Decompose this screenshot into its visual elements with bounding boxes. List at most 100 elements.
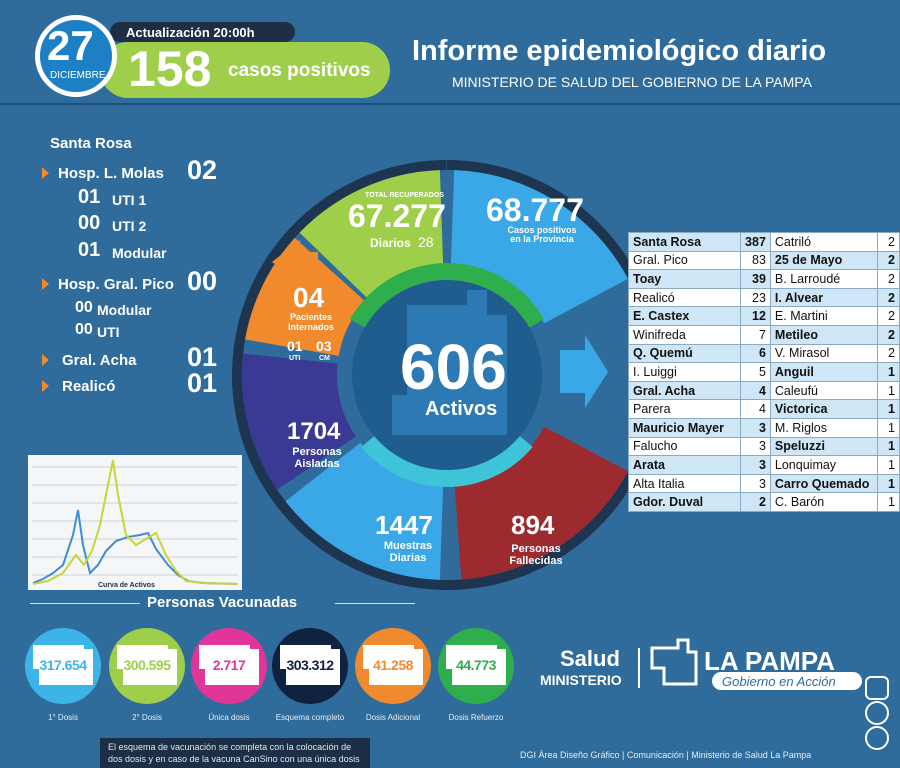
table-row: Gdor. Duval 2 C. Barón 1	[628, 492, 900, 512]
vacc-label: Esquema completo	[275, 713, 345, 722]
hospital-city: Santa Rosa	[50, 135, 132, 152]
city-name: Winifreda	[628, 324, 741, 345]
vacc-map	[363, 645, 423, 685]
recovered-daily-label: Diarios	[370, 236, 411, 250]
vacc-map	[33, 645, 93, 685]
inner-ring-green	[350, 263, 544, 328]
active-label: Activos	[425, 398, 498, 420]
instagram-icon[interactable]	[865, 676, 889, 700]
date-day: 27	[47, 22, 94, 69]
update-time: Actualización 20:00h	[126, 25, 255, 40]
hospital-value: 01	[187, 342, 218, 372]
city-value: 1	[877, 436, 900, 457]
city-name: 25 de Mayo	[769, 250, 879, 271]
hospital-name: Hosp. Gral. Pico	[58, 276, 174, 293]
vacc-label: 2° Dosis	[132, 713, 162, 722]
city-value: 2	[739, 492, 771, 512]
city-table: Santa Rosa 387 Catriló 2 Gral. Pico 83 25 de M…	[628, 232, 900, 512]
date-badge	[35, 15, 117, 97]
arrow	[42, 380, 49, 392]
logo-province: LA PAMPA	[704, 646, 835, 676]
city-value: 83	[739, 250, 771, 271]
city-value: 1	[877, 399, 900, 419]
hospitalized-uti: 01	[287, 338, 303, 354]
city-value: 2	[877, 287, 900, 308]
isolated-label: Personas Aisladas	[292, 446, 342, 470]
hospital-name: Realicó	[62, 378, 116, 395]
vacc-map	[446, 645, 506, 685]
logo-divider	[638, 648, 640, 688]
table-row: Realicó 23 I. Alvear 2	[628, 287, 900, 308]
twitter-icon[interactable]	[865, 726, 889, 750]
hospital-value: 02	[187, 155, 218, 185]
header-rule	[0, 103, 900, 105]
city-name: Q. Quemú	[628, 343, 741, 364]
date-month: DICIEMBRE	[50, 70, 106, 81]
city-name: Speluzzi	[769, 436, 879, 457]
city-value: 2	[877, 324, 900, 345]
city-value: 39	[739, 269, 771, 289]
table-row: Winifreda 7 Metileo 2	[628, 324, 900, 345]
city-value: 1	[877, 455, 900, 475]
sub-name: Modular	[112, 245, 167, 261]
city-name: Metileo	[769, 324, 879, 345]
hospitalized-label: Pacientes Internados	[287, 312, 334, 332]
cases-label: casos positivos	[228, 60, 371, 81]
city-name: Falucho	[628, 436, 741, 457]
inner-ring-teal	[361, 436, 533, 488]
table-row: E. Castex 12 E. Martini 2	[628, 306, 900, 326]
city-value: 2	[877, 306, 900, 326]
city-value: 5	[739, 362, 771, 382]
city-name: M. Riglos	[769, 417, 879, 438]
title: Informe epidemiológico diario	[412, 35, 827, 67]
city-value: 1	[877, 417, 900, 438]
curve-line-green	[32, 459, 239, 585]
vacc-label: Única dosis	[208, 713, 250, 722]
sub-name: UTI	[97, 324, 120, 340]
city-name: Gral. Pico	[628, 250, 741, 271]
table-row: I. Luiggi 5 Anguil 1	[628, 362, 900, 382]
city-name: Santa Rosa	[628, 232, 741, 252]
table-row: Gral. Pico 83 25 de Mayo 2	[628, 250, 900, 271]
curve-chart	[28, 455, 242, 590]
vacc-value: 2.717	[212, 657, 246, 673]
table-row: Arata 3 Lonquimay 1	[628, 455, 900, 475]
positive-value: 68.777	[486, 192, 584, 228]
vacc-note: El esquema de vacunación se completa con…	[108, 742, 360, 764]
city-name: Mauricio Mayer	[628, 417, 741, 438]
vacc-rule-right	[335, 603, 415, 604]
city-name: Anguil	[769, 362, 879, 382]
credit: DGI Área Diseño Gráfico | Comunicación |…	[520, 750, 812, 760]
wheel-segment	[245, 237, 366, 356]
city-value: 1	[877, 380, 900, 401]
wheel-segment	[454, 426, 629, 580]
city-name: I. Alvear	[769, 287, 879, 308]
city-name: Victorica	[769, 399, 879, 419]
sub-value: 00	[75, 299, 93, 316]
city-value: 7	[739, 324, 771, 345]
city-value: 2	[877, 232, 900, 252]
vacc-value: 300.595	[123, 657, 171, 673]
table-row: Gral. Acha 4 Caleufú 1	[628, 380, 900, 401]
note-box	[100, 738, 370, 768]
city-value: 3	[739, 417, 771, 438]
city-value: 1	[877, 362, 900, 382]
isolated-value: 1704	[287, 418, 341, 445]
table-row: Falucho 3 Speluzzi 1	[628, 436, 900, 457]
city-name: Realicó	[628, 287, 741, 308]
city-name: Arata	[628, 455, 741, 475]
city-value: 6	[739, 343, 771, 364]
sub-name: UTI 2	[112, 218, 147, 234]
hospital-value: 01	[187, 368, 218, 398]
vacc-map	[280, 645, 340, 685]
facebook-icon[interactable]	[865, 701, 889, 725]
center-map	[392, 290, 507, 435]
city-name: E. Martini	[769, 306, 879, 326]
recovered-label: TOTAL RECUPERADOS	[365, 192, 444, 199]
sub-value: 00	[75, 321, 93, 338]
recovered-value: 67.277	[348, 198, 446, 234]
arrow	[42, 278, 49, 290]
city-name: B. Larroudé	[769, 269, 879, 289]
arrow	[42, 167, 49, 179]
